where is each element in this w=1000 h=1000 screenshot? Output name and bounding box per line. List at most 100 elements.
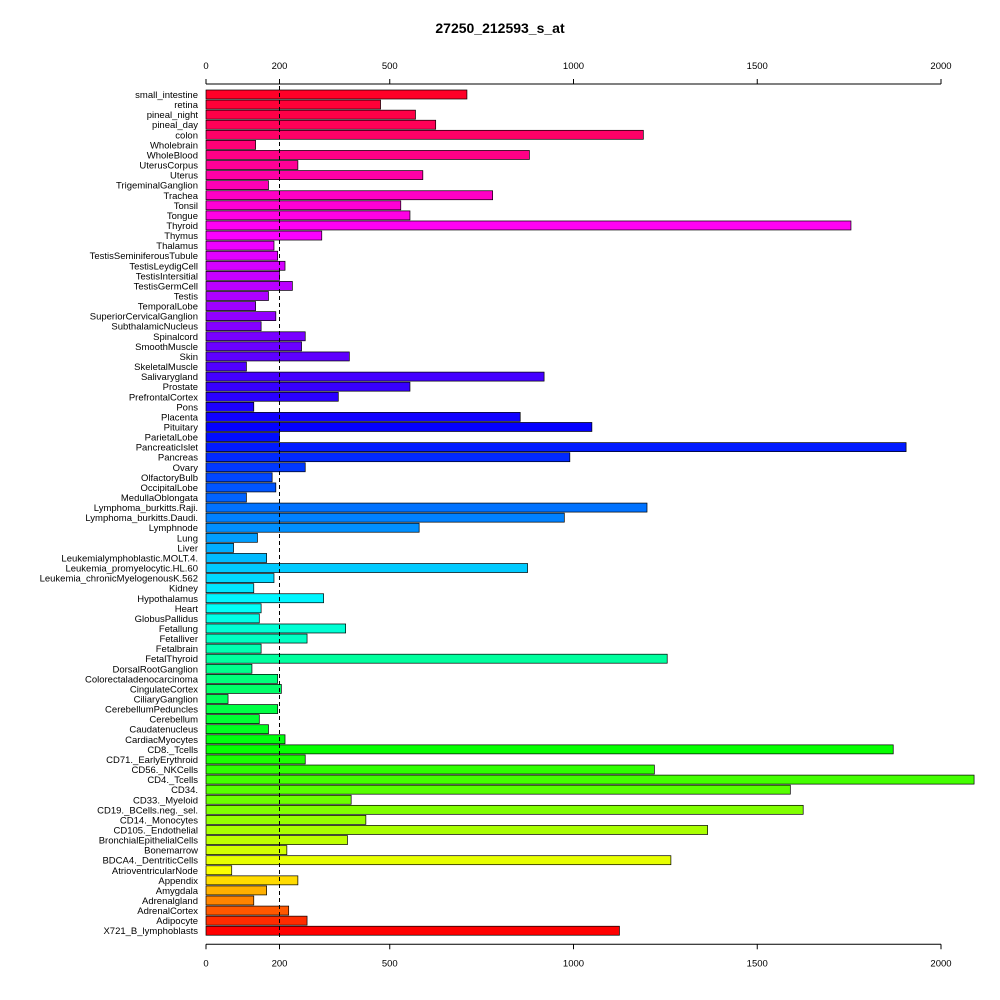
bottom-axis-tick-label: 2000: [930, 958, 951, 969]
category-label: Leukemia_chronicMyelogenousK.562: [40, 574, 198, 585]
bar: [205, 361, 247, 372]
bar: [205, 734, 286, 745]
bar: [205, 553, 267, 563]
bar: [205, 150, 530, 160]
bar: [205, 119, 437, 130]
category-label: Lung: [177, 533, 198, 544]
bar: [205, 291, 269, 301]
bar: [205, 412, 521, 422]
bar: [205, 99, 381, 110]
bar: [205, 694, 229, 704]
bar: [205, 109, 416, 120]
category-label: CD8._Tcells: [147, 745, 198, 756]
category-label: UterusCorpus: [139, 161, 198, 172]
bar: [205, 240, 275, 251]
category-label: Fetallung: [159, 624, 198, 635]
bar: [205, 573, 275, 583]
category-label: CD19._BCells.neg._sel.: [97, 805, 198, 816]
category-label: PancreaticIslet: [136, 443, 199, 454]
category-label: Leukemia_promyelocytic.HL.60: [65, 564, 198, 575]
bar: [205, 129, 644, 140]
bar: [205, 885, 267, 896]
category-label: Liver: [177, 543, 198, 554]
category-label: CD34.: [171, 785, 198, 796]
category-label: CD56._NKCells: [131, 765, 198, 776]
category-label: Lymphoma_burkitts.Daudi.: [85, 513, 198, 524]
category-label: Hypothalamus: [137, 594, 198, 605]
category-label: retina: [174, 100, 198, 111]
category-label: CingulateCortex: [130, 684, 198, 695]
top-axis-tick-label: 0: [203, 61, 208, 72]
category-label: Skin: [180, 352, 198, 363]
bar: [205, 210, 411, 221]
category-label: MedullaOblongata: [121, 493, 199, 504]
bottom-axis-tick-label: 500: [382, 958, 398, 969]
bar: [205, 895, 255, 906]
category-label: CiliaryGanglion: [134, 695, 198, 706]
bar: [205, 381, 411, 392]
bar: [205, 190, 493, 201]
category-label: SubthalamicNucleus: [111, 322, 198, 333]
bar: [205, 462, 306, 473]
bar: [205, 744, 894, 755]
category-label: CD105._Endothelial: [113, 825, 198, 836]
category-label: Adrenalgland: [142, 896, 198, 907]
bar: [205, 250, 279, 261]
bar: [205, 563, 528, 573]
bar: [205, 492, 247, 503]
category-label: X721_B_lymphoblasts: [103, 926, 198, 937]
bar: [205, 140, 256, 150]
bar: [205, 593, 324, 604]
category-label: TestisIntersitial: [136, 271, 198, 282]
bar: [205, 815, 367, 825]
bar: [205, 613, 260, 624]
category-label: AtrioventricularNode: [112, 866, 198, 877]
category-label: colon: [175, 130, 198, 141]
bar: [205, 442, 907, 452]
bar: [205, 583, 255, 594]
category-label: Kidney: [169, 584, 198, 595]
category-label: TemporalLobe: [138, 302, 198, 313]
category-label: CD14._Monocytes: [120, 815, 198, 826]
bar: [205, 200, 402, 211]
bar: [205, 774, 975, 785]
bar: [205, 230, 323, 241]
category-label: Placenta: [161, 412, 199, 423]
category-label: TrigeminalGanglion: [116, 181, 198, 192]
bottom-axis-tick-label: 1500: [747, 958, 768, 969]
bar: [205, 170, 424, 180]
category-label: Tonsil: [174, 201, 198, 212]
category-label: PrefrontalCortex: [129, 392, 198, 403]
top-axis-tick-label: 2000: [930, 61, 951, 72]
bar: [205, 472, 273, 483]
category-label: BDCA4._DentriticCells: [102, 856, 198, 867]
bar: [205, 653, 668, 664]
category-label: Cerebellum: [149, 715, 198, 726]
bar: [205, 432, 280, 442]
bar: [205, 704, 279, 714]
category-label: Salivarygland: [141, 372, 198, 383]
category-label: Testis: [174, 292, 199, 303]
bar: [205, 522, 420, 533]
category-label: OlfactoryBulb: [141, 473, 198, 484]
bar: [205, 452, 571, 463]
bar: [205, 623, 346, 634]
category-label: Appendix: [158, 876, 198, 887]
bar: [205, 865, 233, 876]
category-label: Pons: [176, 402, 198, 413]
category-label: Colorectaladenocarcinoma: [85, 674, 199, 685]
top-axis-tick-label: 1500: [747, 61, 768, 72]
bar: [205, 684, 282, 694]
bar: [205, 301, 256, 311]
category-label: TestisGermCell: [134, 281, 198, 292]
bar: [205, 543, 234, 553]
category-label: WholeBlood: [147, 150, 198, 161]
category-label: GlobusPallidus: [135, 614, 199, 625]
category-label: Fetalbrain: [156, 644, 198, 655]
category-label: Amygdala: [156, 886, 199, 897]
bar: [205, 281, 293, 291]
bar: [205, 875, 299, 886]
category-label: Thalamus: [156, 241, 198, 252]
category-label: Heart: [175, 604, 199, 615]
